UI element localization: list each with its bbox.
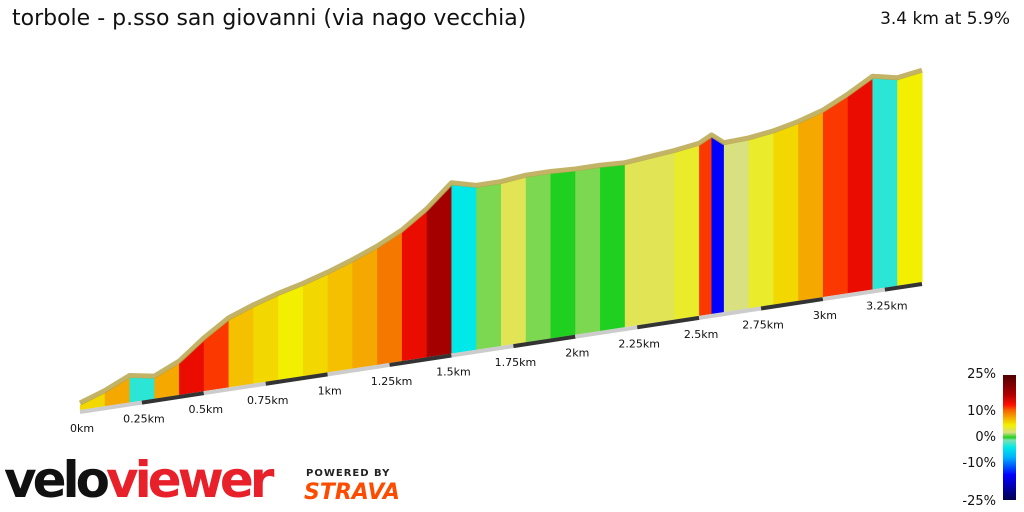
grade-segment <box>600 164 626 331</box>
legend-label: -10% <box>962 456 996 471</box>
grade-segment <box>476 183 502 350</box>
x-tick-label: 1.75km <box>495 356 537 369</box>
grade-segment <box>203 319 230 392</box>
x-tick-label: 2.25km <box>618 337 660 350</box>
powered-by-label: POWERED BY <box>306 468 391 479</box>
distance-band <box>513 334 576 349</box>
route-title: torbole - p.sso san giovanni (via nago v… <box>12 6 527 31</box>
x-tick-label: 2.75km <box>742 318 784 331</box>
grade-segment <box>872 78 898 290</box>
distance-band <box>574 325 638 339</box>
grade-segment <box>822 96 849 298</box>
grade-segment <box>624 158 651 328</box>
x-tick-label: 0.25km <box>123 413 165 426</box>
x-tick-label: 1.5km <box>436 366 471 379</box>
grade-segment <box>80 392 106 410</box>
grade-segment <box>302 274 329 377</box>
distance-band <box>327 362 390 377</box>
distance-band <box>451 344 514 358</box>
distance-band <box>141 391 205 405</box>
distance-band <box>884 282 923 292</box>
distance-band <box>760 297 824 311</box>
grade-segment <box>327 261 353 373</box>
grade-segment <box>154 363 180 399</box>
route-summary: 3.4 km at 5.9% <box>880 9 1010 29</box>
x-tick-label: 2km <box>565 347 589 360</box>
grade-segment <box>352 248 378 369</box>
veloviewer-logo: veloviewer <box>4 451 274 509</box>
x-tick-label: 1km <box>318 384 342 397</box>
distance-band <box>203 381 267 396</box>
grade-legend-bar <box>1003 375 1016 500</box>
grade-segment <box>129 377 155 403</box>
distance-band <box>636 315 700 330</box>
legend-label: -25% <box>962 494 996 509</box>
grade-segment <box>711 136 725 314</box>
grade-segment <box>575 167 601 335</box>
grade-segment <box>104 377 131 407</box>
grade-segment <box>426 184 452 358</box>
grade-segment <box>501 177 527 346</box>
x-tick-label: 0km <box>70 422 94 435</box>
grade-segment <box>773 123 799 305</box>
grade-segment <box>253 295 279 384</box>
grade-segment <box>278 285 304 380</box>
x-tick-label: 0.75km <box>247 394 289 407</box>
x-tick-label: 3km <box>813 309 837 322</box>
grade-segment <box>451 184 477 354</box>
grade-segment <box>674 145 700 320</box>
legend-label: 10% <box>967 404 996 419</box>
grade-segment <box>897 72 923 286</box>
x-tick-label: 2.5km <box>684 328 719 341</box>
x-tick-label: 3.25km <box>866 300 908 313</box>
profile-top-edge <box>78 67 923 406</box>
x-tick-label: 0.5km <box>189 403 224 416</box>
grade-segment <box>649 152 675 324</box>
legend-label: 0% <box>975 430 996 445</box>
grade-segment <box>377 231 403 365</box>
grade-segment <box>798 112 824 301</box>
grade-segment <box>550 170 576 339</box>
grade-segment <box>228 306 254 388</box>
grade-segment <box>179 339 205 395</box>
distance-band <box>79 400 143 414</box>
distance-band <box>822 287 886 302</box>
strava-logo: STRAVA <box>304 480 400 505</box>
grade-segment <box>723 139 750 313</box>
distance-band <box>698 306 762 320</box>
grade-segment <box>525 173 552 343</box>
grade-segment <box>401 210 428 362</box>
distance-band <box>389 353 452 367</box>
grade-segment <box>748 132 774 309</box>
legend-label: 25% <box>967 367 996 382</box>
distance-band <box>265 372 328 386</box>
grade-segment <box>699 136 712 316</box>
x-tick-label: 1.25km <box>371 375 413 388</box>
grade-segment <box>847 78 873 294</box>
